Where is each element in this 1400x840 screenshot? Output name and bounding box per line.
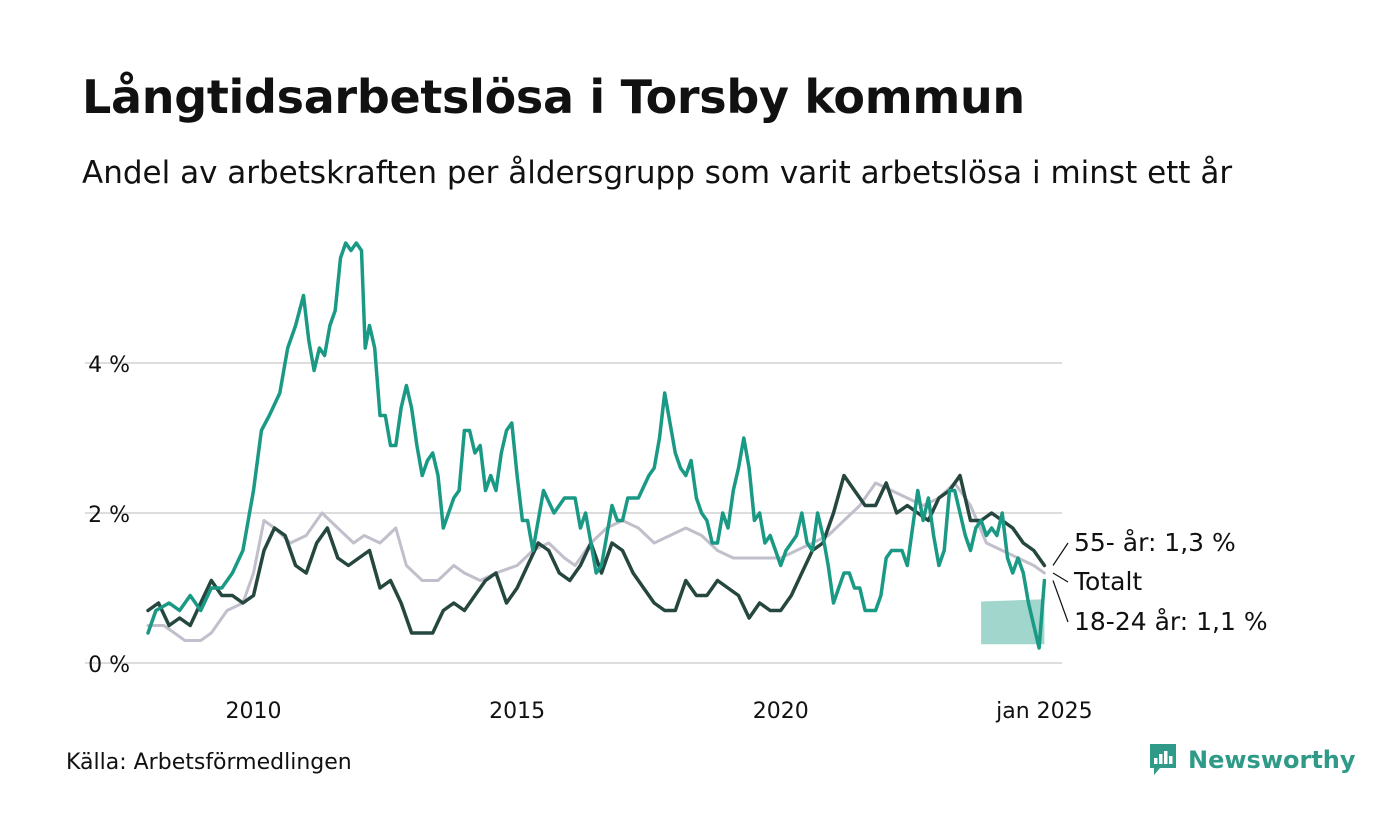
brand-name: Newsworthy [1188, 746, 1356, 774]
series-points-young [147, 242, 1045, 649]
leader-line [1052, 580, 1069, 623]
axis-labels: 0 % 2 % 4 % 2010 2015 2020 jan 2025 [88, 353, 1093, 724]
chart-title: Långtidsarbetslösa i Torsby kommun [82, 70, 1025, 124]
x-tick-label: 2010 [225, 699, 281, 724]
end-label-18-24: 18-24 år: 1,1 % [1074, 607, 1268, 636]
series-line-young [146, 241, 1047, 650]
leader-line [1052, 542, 1069, 566]
series-line-old [146, 473, 1047, 635]
x-tick-label: jan 2025 [995, 699, 1093, 724]
end-label-totalt: Totalt [1073, 567, 1142, 596]
newsworthy-logo-icon [1150, 744, 1176, 775]
source-note: Källa: Arbetsförmedlingen [66, 750, 352, 775]
series-lines [146, 241, 1047, 650]
y-tick-label: 4 % [88, 353, 130, 378]
brand-logo: Newsworthy [1148, 742, 1356, 778]
y-tick-label: 0 % [88, 653, 130, 678]
y-tick-label: 2 % [88, 503, 130, 528]
x-tick-label: 2020 [753, 699, 809, 724]
x-tick-label: 2015 [489, 699, 545, 724]
chart-subtitle: Andel av arbetskraften per åldersgrupp s… [82, 155, 1233, 191]
series-end-labels: Totalt 55- år: 1,3 % 18-24 år: 1,1 % [1052, 528, 1268, 636]
leader-line [1052, 572, 1069, 583]
end-label-55: 55- år: 1,3 % [1074, 528, 1236, 557]
